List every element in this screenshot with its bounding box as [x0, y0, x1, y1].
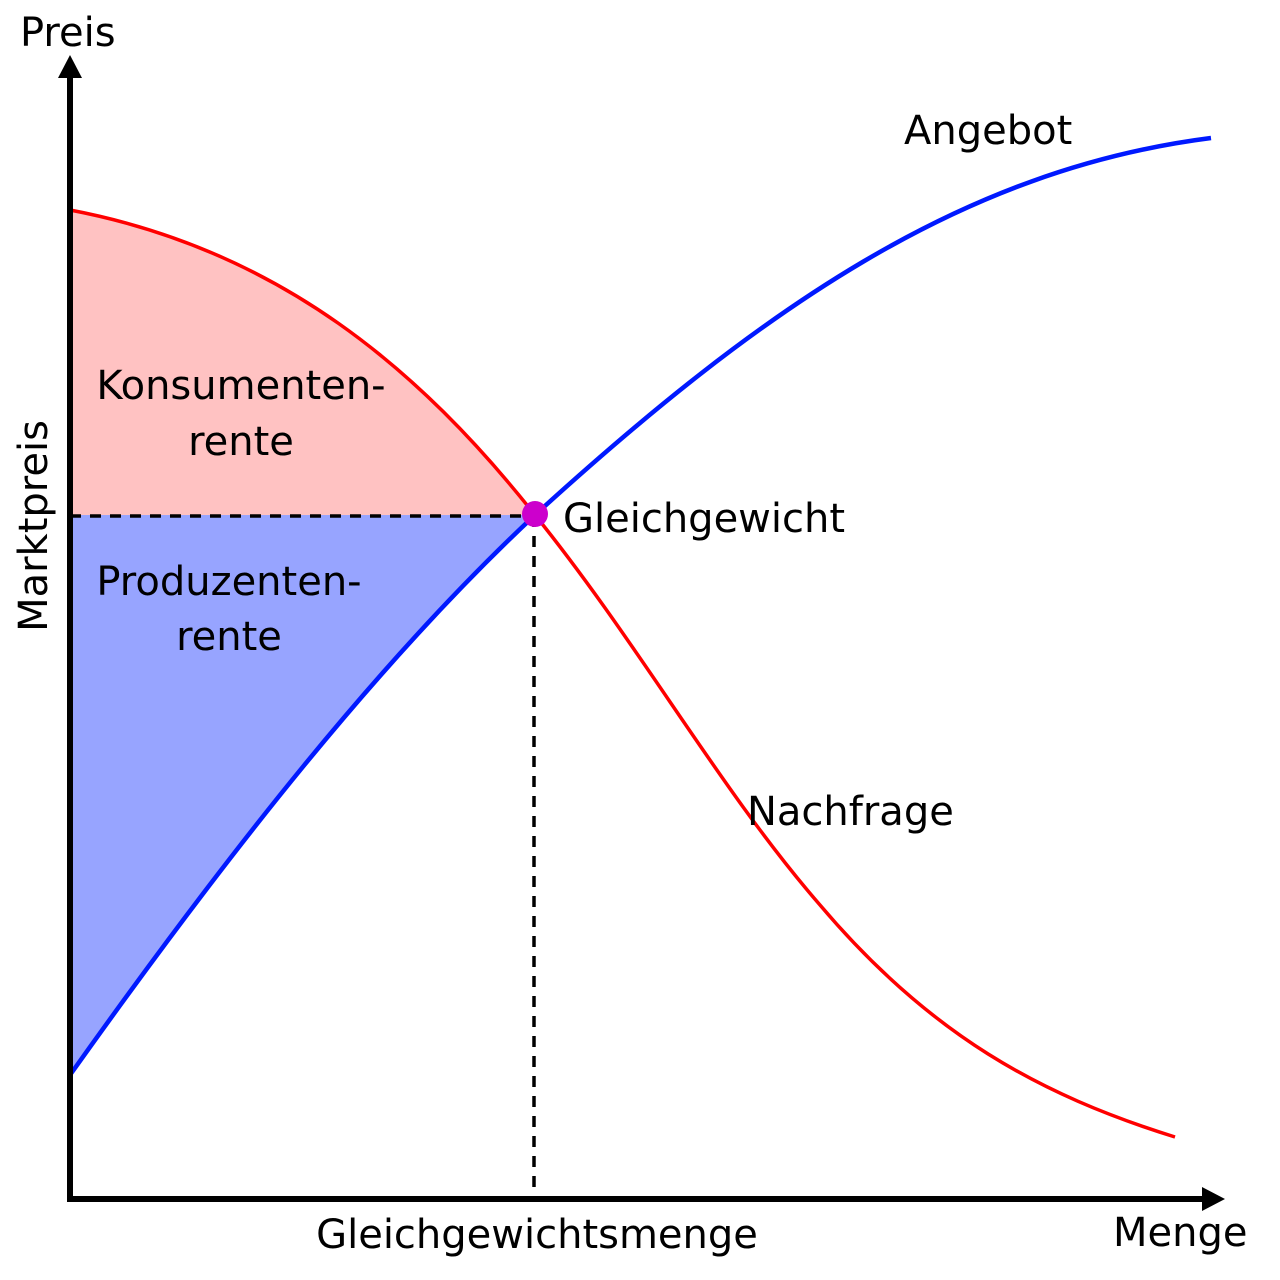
consumer-surplus-label-line2: rente [188, 419, 294, 465]
x-axis-arrow [1202, 1187, 1225, 1211]
demand-label: Nachfrage [747, 789, 954, 835]
producer-surplus-area [70, 515, 535, 1075]
y-axis-label: Preis [20, 10, 116, 56]
supply-label: Angebot [904, 108, 1072, 154]
equilibrium-point [522, 501, 548, 527]
y-axis-arrow [58, 55, 82, 78]
market-price-label: Marktpreis [11, 420, 57, 632]
demand-curve [69, 208, 1176, 1139]
producer-surplus-label-line1: Produzenten- [96, 559, 361, 605]
consumer-surplus-area [70, 210, 535, 515]
equilibrium-label: Gleichgewicht [563, 496, 845, 542]
consumer-surplus-label-line1: Konsumenten- [96, 363, 385, 409]
x-axis-label: Menge [1113, 1210, 1247, 1256]
equilibrium-quantity-label: Gleichgewichtsmenge [316, 1212, 758, 1258]
producer-surplus-label-line2: rente [176, 614, 282, 660]
